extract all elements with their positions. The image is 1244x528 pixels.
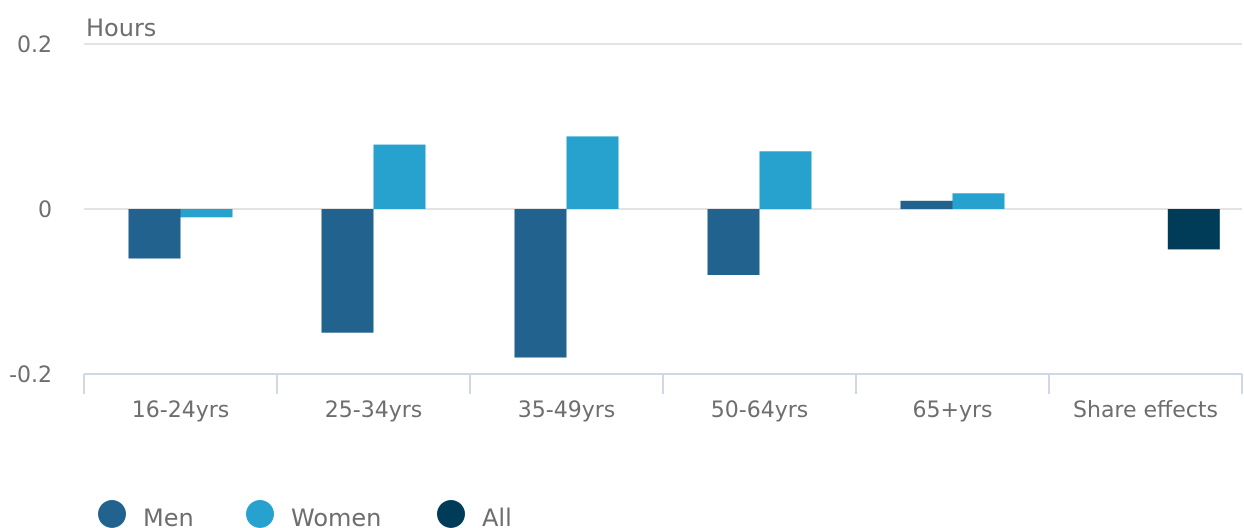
bar-women-25-34yrs [373,144,426,209]
legend-item-women[interactable]: Women [246,500,381,528]
y-axis-title: Hours [86,14,156,42]
x-tick-label: 50-64yrs [711,398,808,423]
legend-swatch [98,500,126,528]
legend-swatch [246,500,274,528]
bars [128,136,1220,358]
bar-men-35-49yrs [514,209,567,358]
bar-men-25-34yrs [321,209,374,333]
tick-labels: 0.2 0 -0.2 16-24yrs 25-34yrs 35-49yrs 50-64yrs… [9,33,1218,423]
gridlines [84,43,1242,210]
legend-label: Women [291,504,381,528]
y-tick-label: 0.2 [17,33,52,58]
x-tick-label: 16-24yrs [132,398,229,423]
legend-item-men[interactable]: Men [98,500,194,528]
bar-women-65-yrs [952,193,1005,209]
legend-label: All [482,504,512,528]
legend-label: Men [143,504,194,528]
x-tick-label: 65+yrs [913,398,993,423]
bar-men-65-yrs [900,200,953,210]
bar-men-50-64yrs [707,209,760,275]
x-tick-label: Share effects [1073,398,1218,423]
legend-item-all[interactable]: All [437,500,512,528]
legend: Men Women All [98,500,512,528]
bar-men-16-24yrs [128,209,181,259]
bar-women-16-24yrs [180,209,233,218]
axes: Hours [83,14,1243,394]
bar-women-50-64yrs [759,151,812,210]
bar-all-share-effects [1167,209,1220,250]
x-tick-label: 35-49yrs [518,398,615,423]
y-tick-label: -0.2 [9,363,52,388]
x-tick-label: 25-34yrs [325,398,422,423]
legend-swatch [437,500,465,528]
bar-women-35-49yrs [566,136,619,209]
y-tick-label: 0 [38,198,52,223]
